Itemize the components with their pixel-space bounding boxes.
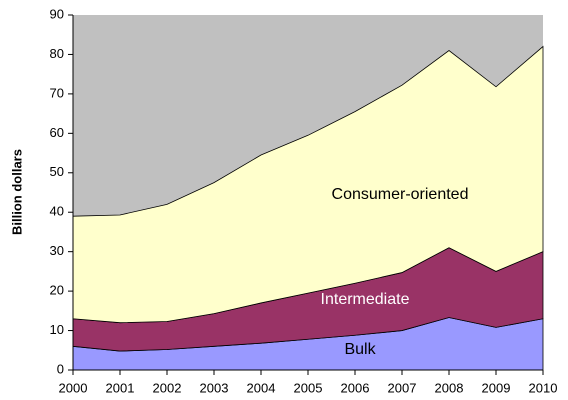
y-tick-label: 90: [50, 6, 64, 21]
x-tick-label: 2004: [247, 380, 276, 395]
x-tick-label: 2010: [529, 380, 558, 395]
y-tick-label: 0: [57, 361, 64, 376]
series-label: Consumer-oriented: [332, 186, 469, 203]
x-tick-label: 2002: [153, 380, 182, 395]
y-tick-label: 40: [50, 204, 64, 219]
x-tick-label: 2008: [435, 380, 464, 395]
x-tick-label: 2009: [482, 380, 511, 395]
x-tick-label: 2001: [106, 380, 135, 395]
x-tick-label: 2007: [388, 380, 417, 395]
y-axis-label: Billion dollars: [9, 149, 24, 235]
x-tick-label: 2000: [59, 380, 88, 395]
x-tick-label: 2003: [200, 380, 229, 395]
x-tick-label: 2006: [341, 380, 370, 395]
y-tick-label: 70: [50, 85, 64, 100]
y-tick-label: 10: [50, 322, 64, 337]
series-label: Intermediate: [321, 291, 410, 308]
area: [72, 45, 544, 324]
y-tick-label: 20: [50, 283, 64, 298]
y-tick-label: 30: [50, 243, 64, 258]
x-tick-label: 2005: [294, 380, 323, 395]
y-tick-label: 50: [50, 164, 64, 179]
y-tick-label: 60: [50, 125, 64, 140]
series-label: Bulk: [344, 341, 376, 358]
y-tick-label: 80: [50, 46, 64, 61]
